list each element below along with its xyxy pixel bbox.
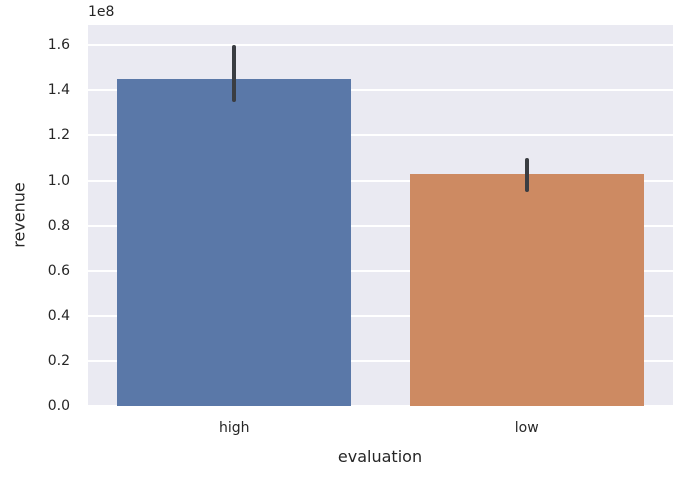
- gridline: [88, 180, 673, 182]
- x-tick-label-high: high: [218, 420, 250, 436]
- y-tick-label: 0.4: [47, 307, 70, 324]
- x-tick-label-low: low: [514, 420, 539, 436]
- gridline: [88, 315, 673, 317]
- y-axis-label: revenue: [9, 182, 29, 248]
- y-tick-label: 0.6: [47, 262, 70, 279]
- y-tick-label: 1.6: [47, 37, 70, 54]
- y-tick-label: 0.8: [47, 217, 70, 234]
- bar-high: [117, 79, 352, 406]
- y-tick-label: 0.0: [47, 398, 70, 414]
- x-axis-label: evaluation: [337, 447, 423, 466]
- gridline: [88, 225, 673, 227]
- gridline: [88, 89, 673, 91]
- gridline: [88, 134, 673, 136]
- gridline: [88, 360, 673, 362]
- plot-area: [88, 25, 673, 407]
- bar-low: [409, 173, 644, 406]
- y-tick-label: 1.2: [47, 127, 70, 144]
- y-tick-label: 0.2: [47, 352, 70, 369]
- error-bar-low: [524, 158, 529, 192]
- y-tick-label: 1.0: [47, 172, 70, 189]
- y-axis-offset-label: 1e8: [88, 4, 115, 20]
- gridline: [88, 405, 673, 407]
- gridline: [88, 270, 673, 272]
- gridline: [88, 44, 673, 46]
- error-bar-high: [232, 45, 237, 102]
- y-tick-label: 1.4: [47, 82, 70, 99]
